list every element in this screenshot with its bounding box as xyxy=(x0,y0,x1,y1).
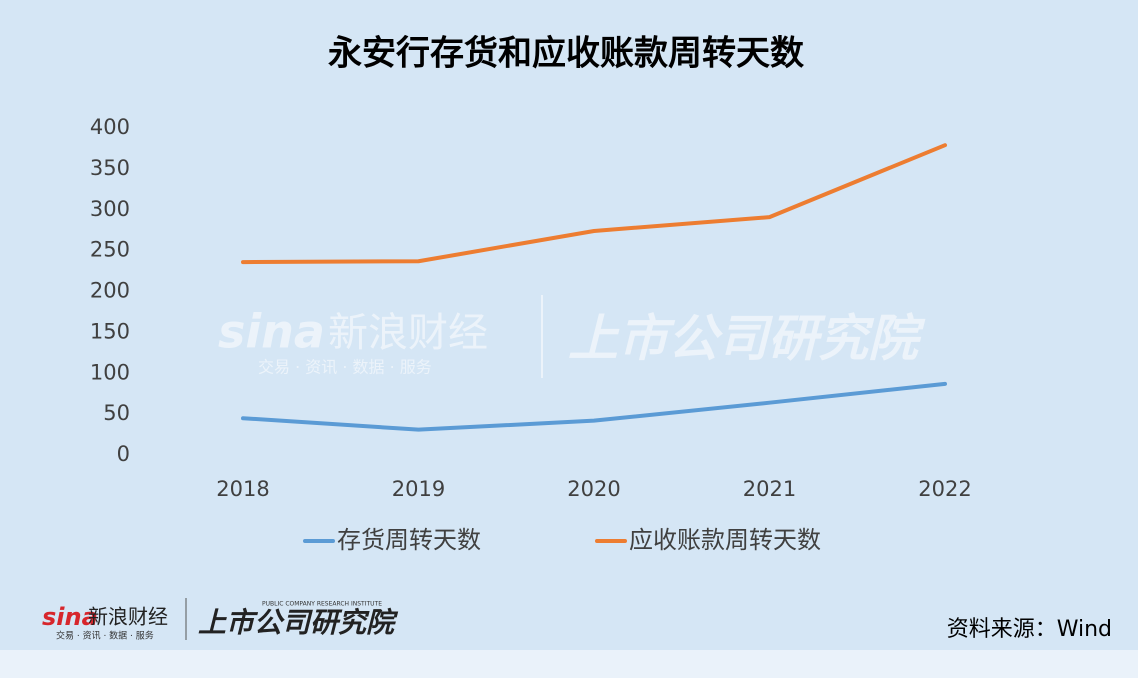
y-tick-label: 350 xyxy=(90,156,130,180)
chart-title: 永安行存货和应收账款周转天数 xyxy=(328,34,804,74)
y-tick-label: 0 xyxy=(117,442,130,466)
series-line xyxy=(241,381,947,432)
x-tick-label: 2021 xyxy=(743,477,796,501)
x-tick-label: 2022 xyxy=(918,477,971,501)
y-tick-label: 100 xyxy=(90,360,130,384)
y-tick-label: 400 xyxy=(90,115,130,139)
footer-sina-name: 新浪财经 xyxy=(88,605,168,629)
x-tick-label: 2019 xyxy=(392,477,445,501)
footer-institute-en: PUBLIC COMPANY RESEARCH INSTITUTE xyxy=(262,601,382,608)
y-tick-label: 200 xyxy=(90,279,130,303)
x-tick-label: 2018 xyxy=(216,477,269,501)
x-tick-label: 2020 xyxy=(567,477,620,501)
legend-label: 应收账款周转天数 xyxy=(629,526,821,554)
legend-label: 存货周转天数 xyxy=(337,526,481,554)
footer-institute: 上市公司研究院 xyxy=(198,606,399,639)
footer-sina: sina xyxy=(42,603,98,631)
y-tick-label: 150 xyxy=(90,319,130,343)
source-note: 资料来源：Wind xyxy=(947,617,1112,642)
y-tick-label: 300 xyxy=(90,197,130,221)
y-tick-label: 50 xyxy=(103,401,130,425)
watermark-slogan: 交易 · 资讯 · 数据 · 服务 xyxy=(258,358,432,377)
watermark-sina: sina xyxy=(218,305,325,359)
watermark-institute: 上市公司研究院 xyxy=(568,310,926,368)
watermark-sina-name: 新浪财经 xyxy=(328,310,488,356)
y-tick-label: 250 xyxy=(90,238,130,262)
footer-slogan: 交易 · 资讯 · 数据 · 服务 xyxy=(56,630,154,642)
series-line xyxy=(241,143,947,265)
footer-strip xyxy=(0,650,1138,678)
watermark: sina 新浪财经 交易 · 资讯 · 数据 · 服务 上市公司研究院 xyxy=(218,295,926,378)
